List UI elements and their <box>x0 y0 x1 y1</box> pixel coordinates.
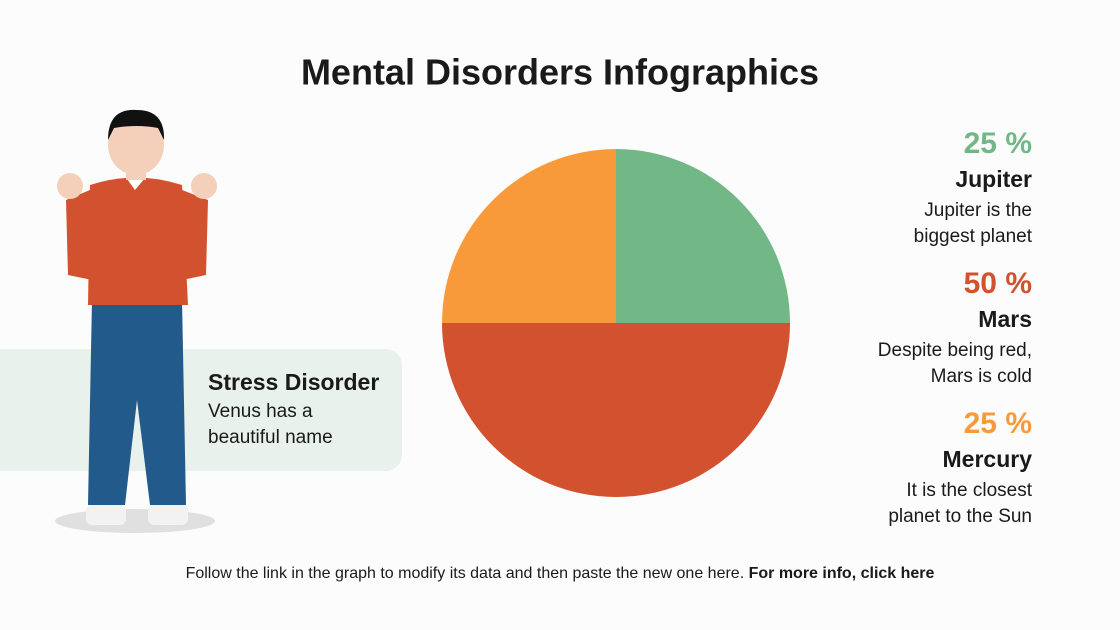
legend-description: Jupiter is the <box>924 200 1032 221</box>
card-text: Venus has a <box>208 401 313 422</box>
legend-description: Despite being red, <box>878 340 1032 361</box>
legend-description: planet to the Sun <box>888 506 1032 527</box>
card-title: Stress Disorder <box>208 369 379 395</box>
legend-label: Mercury <box>943 446 1033 472</box>
pie-slice <box>616 149 790 323</box>
footer: Follow the link in the graph to modify i… <box>186 565 935 582</box>
person-illustration <box>55 109 217 533</box>
legend: 25 % Jupiter Jupiter is the biggest planet 5… <box>878 127 1033 527</box>
footer-link[interactable]: For more info, click here <box>749 565 935 582</box>
footer-text: Follow the link in the graph to modify i… <box>186 565 745 582</box>
legend-description: Mars is cold <box>931 366 1032 387</box>
chart-title: Mental Disorders Infographics <box>301 52 819 93</box>
pie-slice <box>442 149 616 323</box>
card <box>0 349 402 471</box>
pie <box>442 149 790 497</box>
legend-label: Jupiter <box>955 166 1032 192</box>
legend-description: biggest planet <box>914 226 1033 247</box>
value-label: 50 % <box>964 267 1032 300</box>
card-text: beautiful name <box>208 427 333 448</box>
value-label: 25 % <box>964 407 1032 440</box>
legend-description: It is the closest <box>906 480 1032 501</box>
value-label: 25 % <box>964 127 1032 160</box>
legend-label: Mars <box>978 306 1032 332</box>
pie-slice <box>442 323 790 497</box>
